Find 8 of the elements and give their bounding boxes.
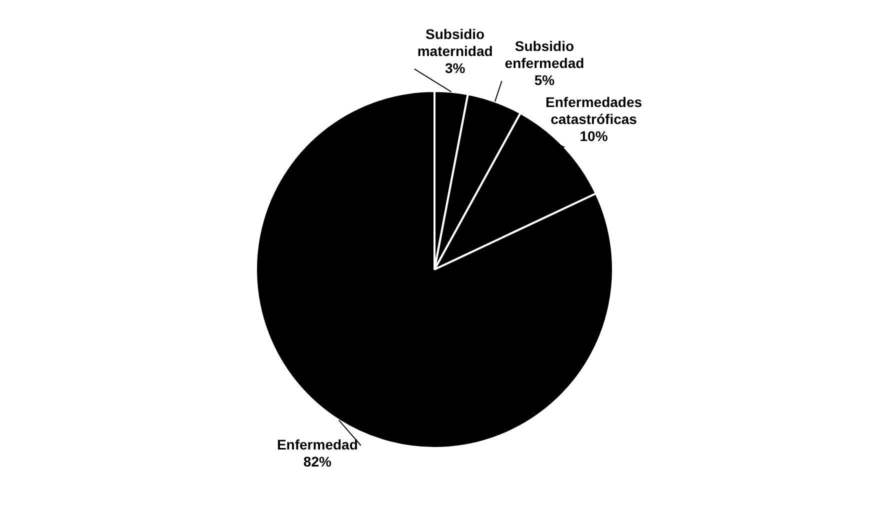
slice-label: Enfermedad <box>276 436 358 452</box>
data-label: 82% <box>303 453 332 470</box>
slice-label: Subsidio maternidad <box>417 26 493 59</box>
slice-label: Subsidio enfermedad <box>504 38 584 71</box>
data-label: 3% <box>444 60 466 76</box>
data-label: 5% <box>534 72 556 88</box>
slice-label: Enfermedades catastróficas <box>546 94 642 127</box>
data-label: 10% <box>580 128 608 144</box>
